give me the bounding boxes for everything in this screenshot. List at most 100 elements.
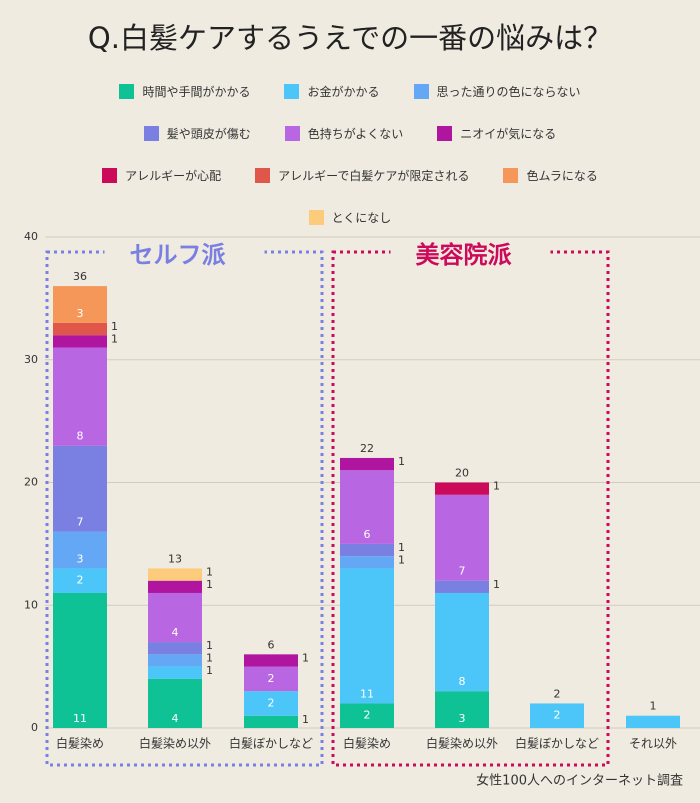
legend: 時間や手間がかかる お金がかかる 思った通りの色にならない髪や頭皮が傷む 色持ちがよく… [0,70,700,238]
segment-label: 4 [172,712,179,725]
segment-label: 8 [77,430,84,443]
legend-label: アレルギーが心配 [125,168,222,183]
legend-label: アレルギーで白髪ケアが限定される [278,168,470,183]
segment-label: 6 [364,528,371,541]
bar-segment [244,691,298,716]
legend-item: アレルギーで白髪ケアが限定される [255,167,469,184]
legend-row: 時間や手間がかかる お金がかかる 思った通りの色にならない [0,70,700,112]
segment-label: 4 [172,626,179,639]
legend-swatch [437,125,453,141]
y-tick-label: 0 [31,721,38,734]
legend-row: とくになし [0,196,700,238]
note: 女性100人へのインターネット調査 [476,773,683,789]
legend-label: 色持ちがよくない [307,126,404,141]
total-label: 6 [268,638,275,651]
legend-item: 色持ちがよくない [284,125,404,142]
segment-label: 1 [206,651,213,664]
bar-segment [148,666,202,679]
legend-row: 髪や頭皮が傷む 色持ちがよくない ニオイが気になる [0,112,700,154]
legend-swatch [255,167,271,183]
bar-segment [340,568,394,704]
bar-segment [340,556,394,569]
y-tick-label: 30 [24,353,38,366]
legend-item: アレルギーが心配 [102,167,221,184]
x-tick-label: 白髪染め [343,736,391,751]
legend-swatch [503,167,519,183]
legend-label: 思った通りの色にならない [436,84,581,99]
legend-swatch [102,167,118,183]
y-tick-label: 10 [24,598,38,611]
legend-row: アレルギーが心配 アレルギーで白髪ケアが限定される 色ムラになる [0,154,700,196]
bar-segment [435,580,489,593]
x-tick-label: 白髪ぼかしなど [229,736,313,751]
x-tick-label: 白髪ぼかしなど [515,736,599,751]
legend-item: 髪や頭皮が傷む [143,125,251,142]
bar-segment [530,703,584,728]
bar-segment [53,531,107,569]
bar-segment [340,543,394,557]
segment-label: 1 [302,713,309,726]
legend-label: 髪や頭皮が傷む [166,126,251,141]
total-label: 13 [168,552,182,565]
segment-label: 1 [206,578,213,591]
group-label-bg [104,240,265,270]
segment-label: 1 [302,651,309,664]
bar-segment [435,691,489,728]
bar-segment [626,715,680,728]
legend-swatch [308,209,324,225]
segment-label: 1 [206,664,213,677]
segment-label: 2 [364,709,371,722]
legend-item: 思った通りの色にならない [413,83,581,100]
segment-label: 1 [398,553,405,566]
segment-label: 1 [206,566,213,579]
bar-segment [244,715,298,728]
bar-segment [340,470,394,544]
legend-swatch [413,83,429,99]
bar-segment [53,322,107,336]
chart-title: Q.白髪ケアするうえでの一番の悩みは？ [88,21,612,55]
segment-label: 1 [493,480,500,493]
segment-label: 1 [398,455,405,468]
segment-label: 2 [268,672,275,685]
bar-segment [244,654,298,667]
legend-label: 色ムラになる [526,168,598,183]
segment-label: 2 [77,574,84,587]
bar-segment [435,482,489,495]
bar-segment [148,580,202,593]
bar-segment [244,666,298,692]
total-label: 36 [73,270,87,283]
segment-label: 1 [493,578,500,591]
group-box [45,250,324,767]
legend-swatch [119,83,135,99]
total-label: 20 [455,467,469,480]
segment-label: 11 [73,712,87,725]
segment-label: 7 [459,565,466,578]
bar-segment [148,654,202,667]
bar-segment [53,347,107,446]
bar-segment [148,678,202,728]
group-label-bg [390,240,551,270]
bar-segment [148,642,202,655]
segment-label: 7 [77,516,84,529]
legend-swatch [284,83,300,99]
group-label: セルフ派 [130,241,226,269]
legend-label: ニオイが気になる [460,126,557,141]
bar-segment [435,592,489,692]
x-tick-label: 白髪染め以外 [426,736,498,751]
bar-segment [53,445,107,532]
bar-segment [340,703,394,728]
segment-label: 3 [459,712,466,725]
x-tick-label: 白髪染め [56,736,104,751]
segment-label: 1 [111,320,118,333]
y-tick-label: 40 [24,230,38,243]
group-label: 美容院派 [416,241,512,269]
bar-segment [53,592,107,728]
legend-item: 時間や手間がかかる [119,83,250,100]
total-label: 1 [650,700,657,713]
legend-item: 色ムラになる [503,167,598,184]
x-tick-label: 白髪染め以外 [139,736,211,751]
segment-label: 2 [268,696,275,709]
segment-label: 3 [77,552,84,565]
group-box [331,250,610,767]
legend-item: お金がかかる [284,83,380,100]
